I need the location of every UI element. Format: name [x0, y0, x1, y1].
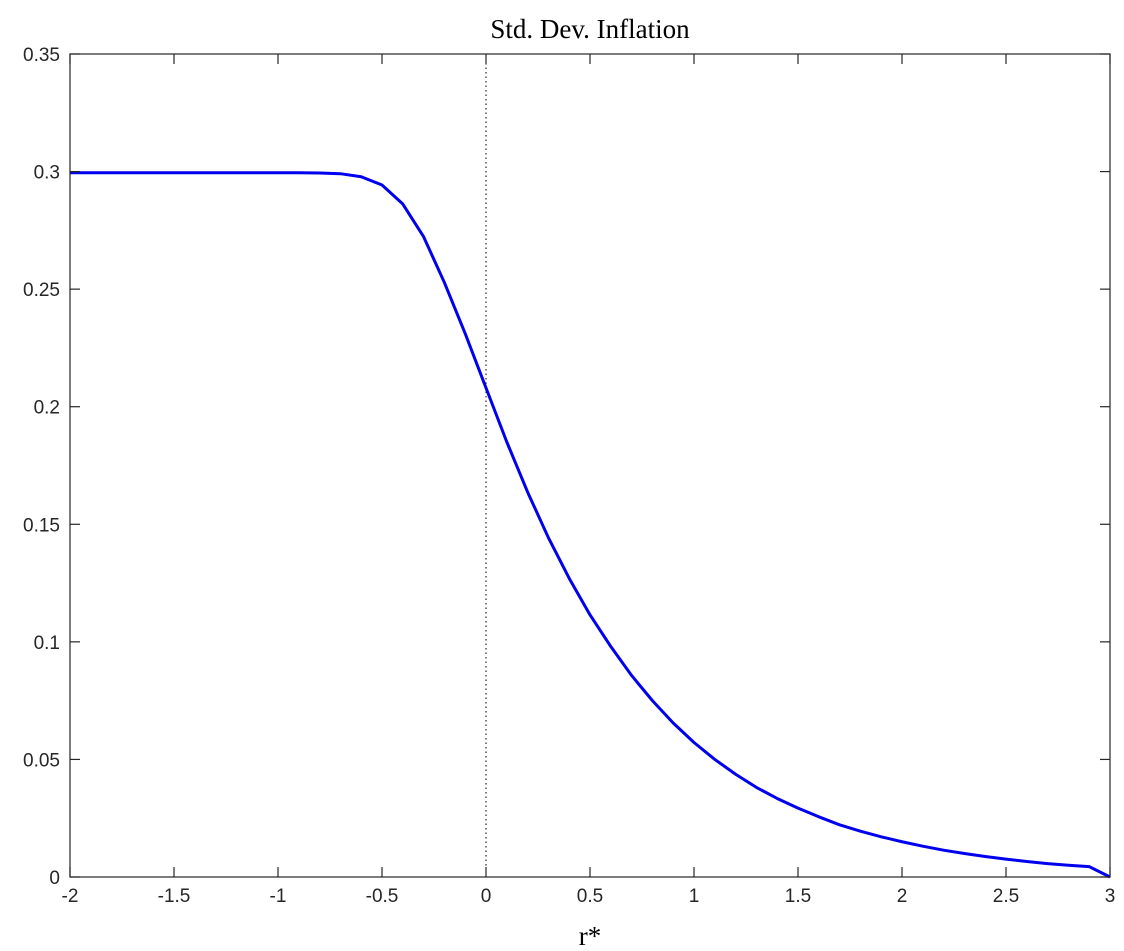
x-tick-label: 3	[1105, 886, 1116, 907]
plot-area	[70, 54, 1110, 877]
y-tick-label: 0.2	[34, 398, 60, 419]
x-tick-label: 0	[481, 886, 492, 907]
x-tick-label: -0.5	[366, 886, 399, 907]
y-tick-label: 0.15	[23, 515, 60, 536]
series-group	[70, 171, 1111, 879]
y-tick-label: 0.05	[23, 750, 60, 771]
y-tick-label: 0.3	[34, 163, 60, 184]
x-tick-label: 2.5	[993, 886, 1019, 907]
y-tick-label: 0	[49, 868, 60, 889]
y-tick-label: 0.25	[23, 280, 60, 301]
y-tick-label: 0.1	[34, 633, 60, 654]
x-tick-label: 1	[689, 886, 700, 907]
chart-title: Std. Dev. Inflation	[490, 14, 690, 44]
y-tick-label: 0.35	[23, 45, 60, 66]
x-tick-label: -1	[270, 886, 287, 907]
x-tick-label: 1.5	[785, 886, 811, 907]
ticks-group: -2 -1.5 -1 -0.5 0 0.5 1 1.5 2 2.5 3 0 0.05 0.1 0.15 0.2…	[23, 45, 1115, 907]
x-tick-label: -2	[62, 886, 79, 907]
x-tick-label: 2	[897, 886, 908, 907]
x-axis-label: r*	[579, 921, 602, 951]
x-tick-label: -1.5	[158, 886, 191, 907]
x-tick-label: 0.5	[577, 886, 603, 907]
series-line	[70, 171, 1111, 879]
